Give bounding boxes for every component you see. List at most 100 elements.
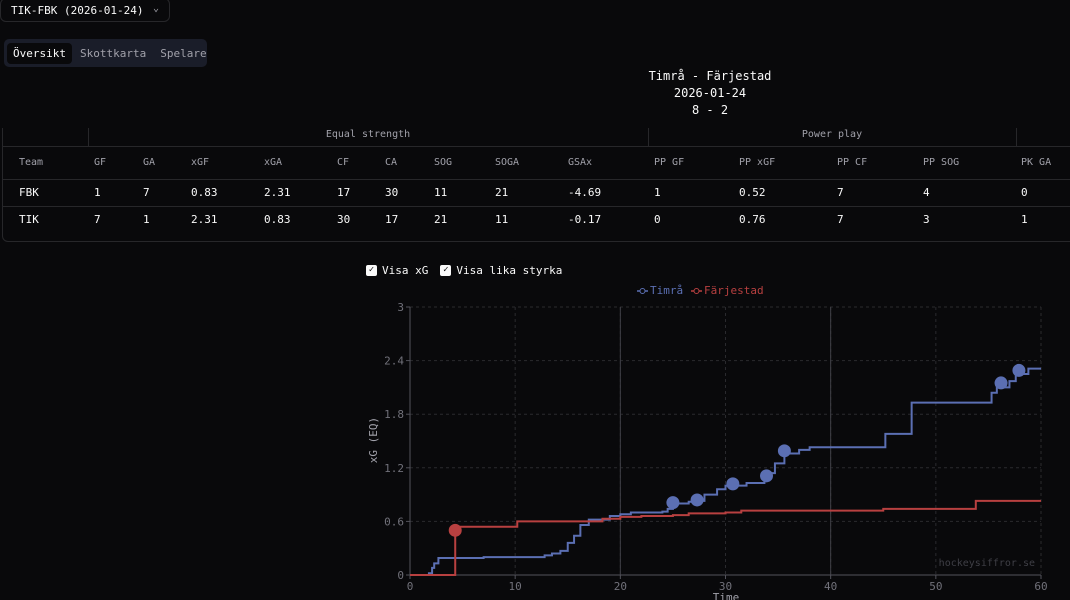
cell-cf: 17 bbox=[337, 186, 351, 199]
chart-goal-markers bbox=[448, 363, 1026, 537]
tab-spelare[interactable]: Spelare bbox=[160, 46, 207, 60]
table-row-tik: TIK 7 1 2.31 0.83 30 17 21 11 -0.17 0 0.… bbox=[3, 207, 1070, 233]
game-select[interactable]: TIK-FBK (2026-01-24) ⌄ bbox=[0, 0, 170, 22]
col-gsax: GSAx bbox=[568, 157, 593, 168]
x-tick-label: 20 bbox=[614, 580, 627, 593]
cell-xgf: 0.83 bbox=[191, 186, 218, 199]
col-team: Team bbox=[19, 157, 44, 168]
y-tick-label: 1.8 bbox=[384, 408, 404, 421]
series-line-1 bbox=[410, 499, 1041, 576]
group-power-play: Power play bbox=[801, 129, 863, 140]
x-tick-label: 0 bbox=[407, 580, 414, 593]
cell-pp-cf: 7 bbox=[837, 213, 844, 226]
cell-ga: 7 bbox=[143, 186, 150, 199]
toggle-show-xg[interactable]: ✓ Visa xG bbox=[366, 264, 428, 277]
cell-ga: 1 bbox=[143, 213, 150, 226]
game-select-value: TIK-FBK (2026-01-24) bbox=[11, 3, 144, 17]
check-icon[interactable]: ✓ bbox=[440, 265, 452, 276]
goal-marker bbox=[448, 523, 462, 537]
cell-pk-ga: 0 bbox=[1021, 186, 1028, 199]
x-tick-label: 30 bbox=[719, 580, 732, 593]
col-ga: GA bbox=[143, 157, 156, 168]
cell-ca: 30 bbox=[385, 186, 399, 199]
cell-soga: 21 bbox=[495, 186, 509, 199]
tab-skottkarta[interactable]: Skottkarta bbox=[79, 46, 147, 60]
table-row-fbk: FBK 1 7 0.83 2.31 17 30 11 21 -4.69 1 0.… bbox=[3, 180, 1070, 207]
chevron-down-icon: ⌄ bbox=[152, 3, 159, 14]
legend-timra: Timrå bbox=[650, 284, 683, 297]
cell-pp-xgf: 0.52 bbox=[739, 186, 766, 199]
toggle-even-strength[interactable]: ✓ Visa lika styrka bbox=[440, 264, 562, 277]
cell-cf: 30 bbox=[337, 213, 351, 226]
y-axis-label: xG (EQ) bbox=[367, 417, 380, 463]
cell-pp-gf: 1 bbox=[654, 186, 661, 199]
cell-team: FBK bbox=[19, 186, 39, 199]
col-pp-sog: PP SOG bbox=[923, 157, 960, 168]
cell-xgf: 2.31 bbox=[191, 213, 218, 226]
col-ca: CA bbox=[385, 157, 398, 168]
cell-gf: 7 bbox=[94, 213, 101, 226]
tab-bar: Översikt Skottkarta Spelare bbox=[4, 39, 207, 67]
cell-pk-ga: 1 bbox=[1021, 213, 1028, 226]
cell-pp-gf: 0 bbox=[654, 213, 661, 226]
goal-marker bbox=[777, 444, 791, 458]
x-tick-label: 60 bbox=[1034, 580, 1047, 593]
legend-farjestad: Färjestad bbox=[704, 284, 764, 297]
table-header-row: Team GF GA xGF xGA CF CA SOG SOGA GSAx P… bbox=[3, 146, 1070, 180]
cell-sog: 21 bbox=[434, 213, 448, 226]
cell-ca: 17 bbox=[385, 213, 399, 226]
y-tick-label: 2.4 bbox=[384, 355, 404, 368]
chart-axes: 00.61.21.82.430 10 20 30 40 50 60 bbox=[384, 301, 1048, 593]
cell-xga: 0.83 bbox=[264, 213, 291, 226]
goal-marker bbox=[666, 496, 680, 510]
legend-farjestad-marker bbox=[693, 288, 700, 294]
goal-marker bbox=[690, 493, 704, 507]
chart-series bbox=[410, 367, 1041, 576]
y-tick-label: 0 bbox=[397, 569, 404, 582]
stats-table-card: Equal strength Power play Team GF GA xGF… bbox=[2, 128, 1070, 242]
chart-watermark: hockeysiffror.se bbox=[939, 558, 1035, 569]
check-icon[interactable]: ✓ bbox=[366, 265, 377, 276]
col-sog: SOG bbox=[434, 157, 453, 168]
cell-pp-sog: 3 bbox=[923, 213, 930, 226]
chart-legend: Timrå Färjestad bbox=[637, 284, 764, 297]
legend-timra-marker bbox=[639, 288, 646, 294]
cell-pp-cf: 7 bbox=[837, 186, 844, 199]
y-tick-label: 3 bbox=[397, 301, 404, 314]
chart-toggles: ✓ Visa xG ✓ Visa lika styrka bbox=[366, 264, 562, 277]
tab-oversikt[interactable]: Översikt bbox=[7, 42, 72, 64]
col-pp-xgf: PP xGF bbox=[739, 157, 776, 168]
goal-marker bbox=[1012, 363, 1026, 377]
goal-marker bbox=[726, 477, 740, 491]
col-cf: CF bbox=[337, 157, 350, 168]
series-line-0 bbox=[410, 367, 1041, 576]
matchup-title: Timrå - Färjestad bbox=[648, 69, 772, 83]
col-gf: GF bbox=[94, 157, 107, 168]
toggle-show-xg-label: Visa xG bbox=[382, 264, 429, 277]
cell-soga: 11 bbox=[495, 213, 509, 226]
x-axis-label: Time bbox=[713, 591, 740, 600]
stats-table: Team GF GA xGF xGA CF CA SOG SOGA GSAx P… bbox=[3, 146, 1070, 233]
goal-marker bbox=[760, 469, 774, 483]
group-equal-strength: Equal strength bbox=[325, 129, 411, 140]
col-soga: SOGA bbox=[495, 157, 520, 168]
col-xga: xGA bbox=[264, 157, 283, 168]
cell-sog: 11 bbox=[434, 186, 448, 199]
chart-grid bbox=[410, 306, 1042, 575]
cell-gf: 1 bbox=[94, 186, 101, 199]
x-tick-label: 40 bbox=[824, 580, 837, 593]
cell-xga: 2.31 bbox=[264, 186, 291, 199]
col-xgf: xGF bbox=[191, 157, 210, 168]
game-header: Timrå - Färjestad 2026-01-24 8 - 2 bbox=[560, 68, 860, 119]
cell-team: TIK bbox=[19, 213, 39, 226]
col-pp-cf: PP CF bbox=[837, 157, 868, 168]
cell-pp-sog: 4 bbox=[923, 186, 930, 199]
y-tick-label: 1.2 bbox=[384, 462, 404, 475]
cell-pp-xgf: 0.76 bbox=[739, 213, 766, 226]
goal-marker bbox=[994, 376, 1008, 390]
cell-gsax: -4.69 bbox=[568, 186, 602, 199]
toggle-even-strength-label: Visa lika styrka bbox=[456, 264, 563, 277]
y-tick-label: 0.6 bbox=[384, 515, 404, 528]
final-score: 8 - 2 bbox=[691, 103, 729, 117]
column-group-row: Equal strength Power play bbox=[3, 128, 1070, 147]
